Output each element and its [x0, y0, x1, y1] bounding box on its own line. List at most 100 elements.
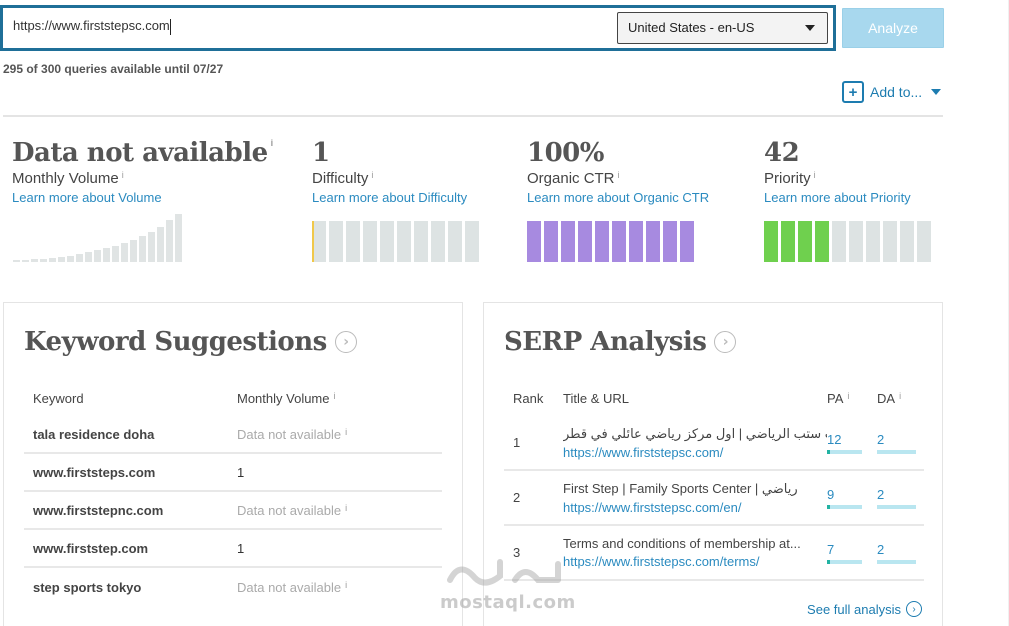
meter-segment — [346, 221, 360, 262]
chevron-right-circle-icon: › — [906, 601, 922, 617]
rank-cell: 1 — [513, 435, 521, 450]
priority-label: Priority — [764, 170, 811, 187]
info-icon[interactable]: i — [121, 170, 124, 180]
keyword-cell[interactable]: www.firststeps.com — [33, 464, 156, 480]
da-cell: 2 — [877, 542, 924, 564]
info-icon[interactable]: i — [899, 391, 902, 401]
difficulty-meter — [312, 221, 482, 262]
volume-trend-bar — [94, 250, 101, 262]
meter-segment — [612, 221, 626, 262]
pa-value[interactable]: 12 — [827, 431, 842, 447]
meter-segment — [414, 221, 428, 262]
result-url-link[interactable]: https://www.firststepsc.com/terms/ — [563, 554, 760, 569]
info-icon[interactable]: i — [617, 170, 620, 180]
pa-bar-fill — [827, 449, 830, 454]
info-icon[interactable]: i — [333, 391, 336, 401]
volume-value: Data not available — [237, 426, 342, 442]
col-pa-text: PA — [827, 391, 844, 406]
volume-trend-bar — [166, 220, 173, 262]
keyword-cell[interactable]: tala residence doha — [33, 426, 155, 442]
volume-trend-bar — [157, 227, 164, 262]
col-monthly-volume: Monthly Volume i — [237, 391, 442, 406]
volume-trend-bar — [49, 258, 56, 262]
result-title: Terms and conditions of membership at... — [563, 536, 801, 551]
meter-segment — [663, 221, 677, 262]
meter-segment — [561, 221, 575, 262]
keyword-table: Keyword Monthly Volume i tala residence d… — [24, 381, 442, 606]
meter-segment — [781, 221, 795, 262]
meter-segment — [448, 221, 462, 262]
meter-segment — [595, 221, 609, 262]
table-row[interactable]: www.firststeps.com 1 — [24, 454, 442, 492]
analyze-button[interactable]: Analyze — [842, 8, 944, 48]
info-icon[interactable]: i — [345, 579, 348, 590]
result-url-link[interactable]: https://www.firststepsc.com/en/ — [563, 499, 742, 515]
serp-table-header: Rank Title & URL PA i DA i — [504, 381, 924, 416]
meter-segment — [815, 221, 829, 262]
info-icon[interactable]: i — [345, 502, 348, 513]
meter-segment — [380, 221, 394, 262]
table-row[interactable]: tala residence doha Data not available i — [24, 416, 442, 454]
da-value[interactable]: 2 — [877, 431, 885, 447]
rank-cell: 2 — [513, 490, 521, 505]
result-url-link[interactable]: https://www.firststepsc.com/ — [563, 444, 724, 460]
rank-cell: 3 — [513, 545, 521, 560]
title-url-cell: First Step | Family Sports Center | رياض… — [563, 481, 827, 515]
learn-priority-link[interactable]: Learn more about Priority — [764, 190, 911, 205]
da-value[interactable]: 2 — [877, 486, 885, 502]
caret-down-icon — [931, 89, 942, 95]
title-url-cell: فيرست ستب الرياضي | اول مركز رياضي عائلي… — [563, 426, 827, 460]
chevron-right-circle-icon[interactable]: › — [334, 331, 357, 353]
learn-ctr-link[interactable]: Learn more about Organic CTR — [527, 190, 710, 205]
col-rank: Rank — [513, 391, 544, 406]
info-icon[interactable]: i — [847, 391, 850, 401]
ctr-label: Organic CTR — [527, 170, 615, 187]
volume-value: Data not available — [237, 579, 342, 595]
keyword-cell[interactable]: www.firststep.com — [33, 540, 149, 556]
table-row[interactable]: www.firststepnc.com Data not available i — [24, 492, 442, 530]
queries-remaining: 295 of 300 queries available until 07/27 — [3, 62, 224, 76]
meter-segment — [866, 221, 880, 262]
info-icon[interactable]: i — [345, 426, 348, 437]
chevron-right-circle-icon[interactable]: › — [714, 331, 737, 353]
pa-bar — [827, 504, 862, 509]
locale-select[interactable]: United States - en-US — [617, 12, 828, 44]
volume-value: 1 — [237, 540, 245, 556]
meter-segment — [629, 221, 643, 262]
table-row[interactable]: step sports tokyo Data not available i — [24, 568, 442, 606]
meter-segment — [849, 221, 863, 262]
see-full-analysis-text: See full analysis — [807, 601, 901, 617]
pa-value[interactable]: 9 — [827, 486, 835, 502]
volume-trend-bar — [139, 236, 146, 262]
learn-difficulty-link[interactable]: Learn more about Difficulty — [312, 190, 468, 205]
learn-volume-link[interactable]: Learn more about Volume — [12, 190, 162, 205]
url-input[interactable]: https://www.firststepsc.com — [13, 18, 603, 40]
pa-bar-fill — [827, 559, 830, 564]
metric-volume: Data not available i Monthly Volume i Lear… — [12, 138, 273, 205]
serp-table: Rank Title & URL PAi DAi 1 فيرست ستب الري… — [504, 381, 924, 581]
meter-segment — [578, 221, 592, 262]
table-row: 1 فيرست ستب الرياضي | اول مركز رياضي عائل… — [504, 416, 924, 471]
keyword-suggestions-title-text: Keyword Suggestions — [24, 327, 327, 357]
add-to-button[interactable]: + Add to... — [842, 81, 942, 103]
volume-cell: Data not available i — [237, 580, 442, 595]
volume-value: Data not available — [12, 138, 268, 168]
table-row: 3 Terms and conditions of membership at..… — [504, 526, 924, 581]
da-bar — [877, 559, 916, 564]
add-to-label: Add to... — [870, 84, 923, 100]
pa-value[interactable]: 7 — [827, 541, 835, 557]
table-row[interactable]: www.firststep.com 1 — [24, 530, 442, 568]
volume-trend-bar — [58, 257, 65, 262]
info-icon[interactable]: i — [270, 138, 274, 148]
keyword-cell[interactable]: www.firststepnc.com — [33, 502, 164, 518]
meter-segment — [798, 221, 812, 262]
pa-cell: 7 — [827, 542, 877, 564]
col-pa: PA i — [827, 391, 877, 406]
info-icon[interactable]: i — [813, 170, 816, 180]
da-value[interactable]: 2 — [877, 541, 885, 557]
see-full-analysis-link[interactable]: See full analysis › — [807, 601, 922, 617]
info-icon[interactable]: i — [371, 170, 374, 180]
keyword-cell[interactable]: step sports tokyo — [33, 579, 142, 595]
metric-ctr: 100% Organic CTR i Learn more about Organ… — [527, 138, 709, 205]
pa-bar — [827, 449, 862, 454]
